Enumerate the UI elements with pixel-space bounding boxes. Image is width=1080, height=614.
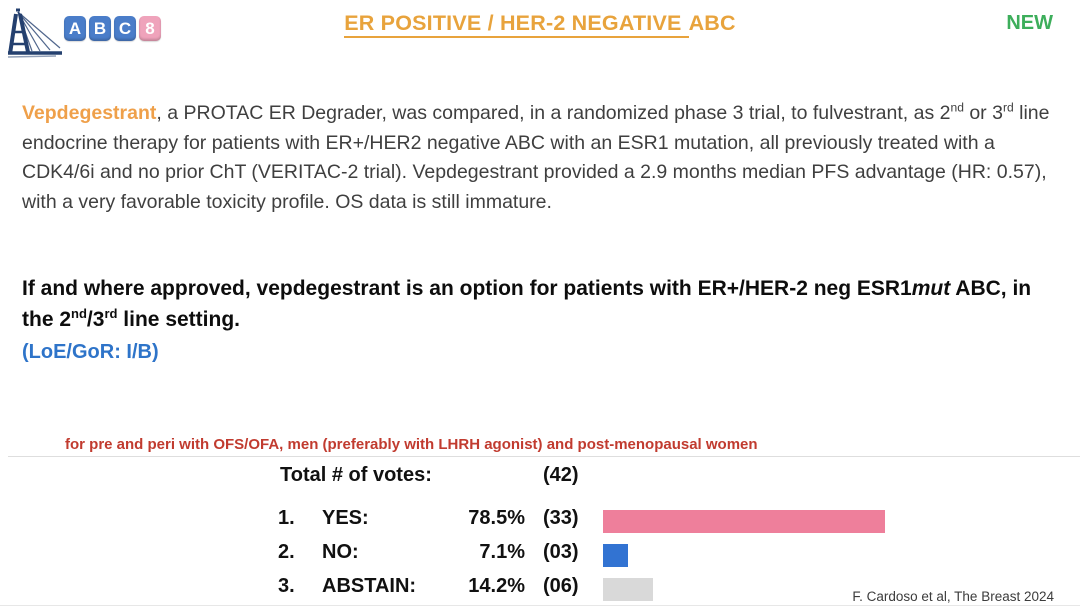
vote-row-count: (06) (543, 575, 579, 597)
vote-row-count: (03) (543, 541, 579, 563)
new-badge: NEW (1006, 12, 1053, 34)
recommendation-text-2: ABC, in the 2 (22, 277, 1032, 331)
vote-row-label: ABSTAIN: (322, 575, 417, 597)
vote-row-label: NO: (322, 541, 359, 563)
vote-bar-no (603, 544, 628, 567)
superscript-rd: rd (1002, 100, 1014, 115)
bottom-edge-line (0, 605, 1080, 606)
citation: F. Cardoso et al, The Breast 2024 (852, 589, 1054, 604)
slide-title: ER POSITIVE / HER-2 NEGATIVE ABC (0, 11, 1080, 38)
summary-text-2: or 3 (963, 102, 1003, 124)
logo-tile-c: C (114, 16, 136, 41)
superscript-nd: nd (950, 100, 964, 115)
logo-tile-8: 8 (139, 16, 161, 41)
summary-text-1: , a PROTAC ER Degrader, was compared, in… (156, 102, 951, 124)
recommendation-text-4: line setting. (117, 308, 240, 331)
superscript-rd: rd (104, 306, 118, 321)
vote-row-percent: 7.1% (479, 541, 525, 563)
vote-row-percent: 78.5% (468, 507, 525, 529)
esr1-mut-italic: mut (911, 277, 951, 300)
logo-tile-a: A (64, 16, 86, 41)
vote-row-label: YES: (322, 507, 369, 529)
population-note: for pre and peri with OFS/OFA, men (pref… (65, 436, 758, 453)
drug-name: Vepdegestrant (22, 102, 157, 124)
logo-letter-tiles: A B C 8 (64, 16, 161, 41)
total-votes-label: Total # of votes: (280, 464, 432, 486)
vote-row-percent: 14.2% (468, 575, 525, 597)
vote-bar-yes (603, 510, 885, 533)
bridge-icon (6, 4, 62, 62)
recommendation-text-3: /3 (86, 308, 105, 331)
total-votes-count: (42) (543, 464, 579, 486)
separator-line (8, 456, 1080, 457)
logo-tile-b: B (89, 16, 111, 41)
vote-row-number: 3. (278, 575, 295, 597)
slide-title-underlined: ER POSITIVE / HER-2 NEGATIVE (344, 11, 689, 38)
recommendation-text-1: If and where approved, vepdegestrant is … (22, 277, 912, 300)
summary-paragraph: Vepdegestrant, a PROTAC ER Degrader, was… (22, 99, 1066, 217)
vote-row-count: (33) (543, 507, 579, 529)
recommendation-statement: If and where approved, vepdegestrant is … (22, 273, 1064, 368)
abc-conference-logo: A B C 8 (6, 4, 161, 62)
loe-gor-rating: (LoE/GoR: I/B) (22, 341, 159, 363)
slide-title-rest: ABC (688, 11, 736, 35)
summary-text-3: line endocrine therapy for patients with… (22, 102, 1050, 213)
vote-bar-abstain (603, 578, 653, 601)
superscript-nd: nd (71, 306, 87, 321)
vote-row-number: 1. (278, 507, 295, 529)
vote-row-number: 2. (278, 541, 295, 563)
